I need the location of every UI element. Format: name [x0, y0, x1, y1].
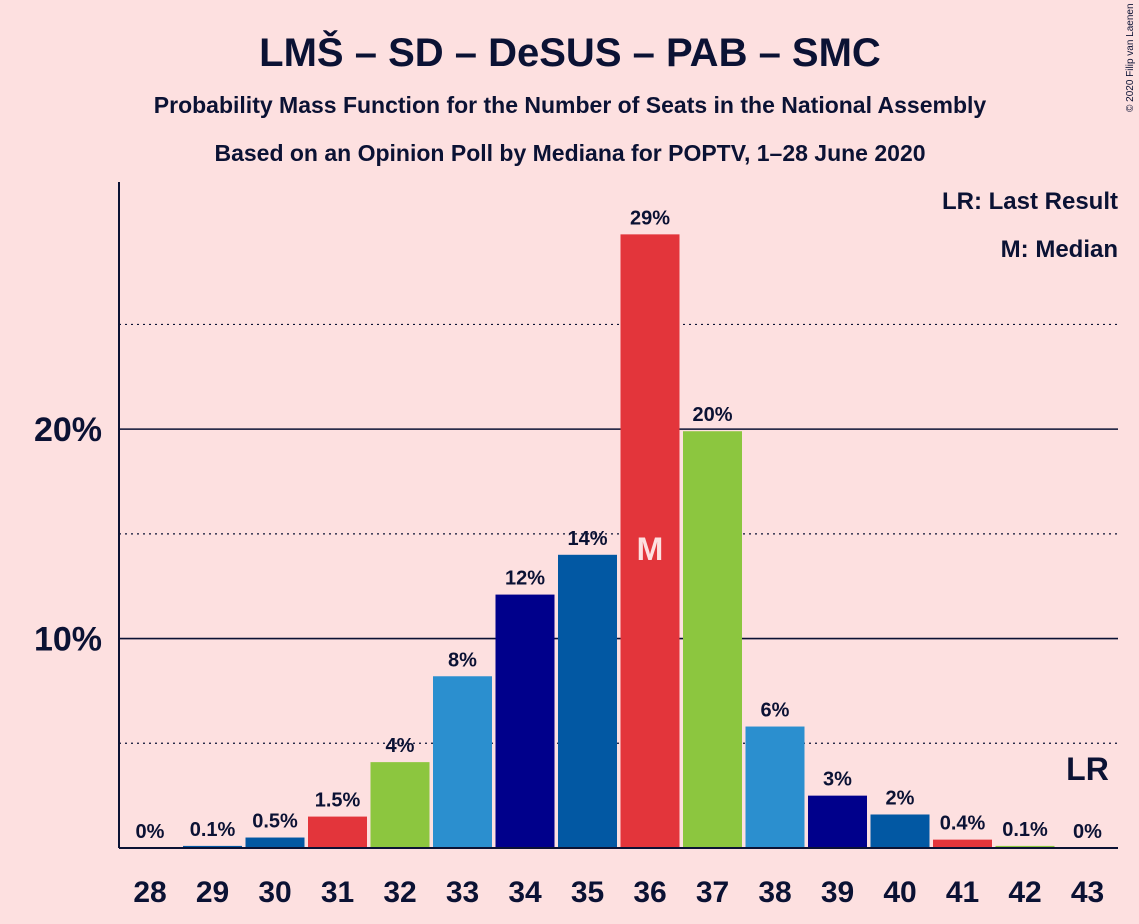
- x-tick-label: 34: [508, 876, 542, 909]
- chart-subtitle-1: Probability Mass Function for the Number…: [154, 92, 987, 118]
- bars: [183, 234, 1055, 848]
- x-tick-label: 28: [133, 876, 166, 909]
- data-label-seat-33: 8%: [448, 649, 477, 671]
- copyright-text: © 2020 Filip van Laenen: [1125, 3, 1136, 112]
- data-label-seat-30: 0.5%: [252, 811, 298, 833]
- median-marker: M: [637, 531, 664, 567]
- data-label-seat-39: 3%: [823, 769, 852, 791]
- bar-seat-33: [433, 676, 492, 848]
- data-label-seat-36: 29%: [630, 207, 670, 229]
- x-tick-label: 43: [1071, 876, 1104, 909]
- bar-seat-30: [245, 837, 305, 848]
- x-tick-label: 32: [383, 876, 416, 909]
- bar-seat-39: [808, 795, 867, 848]
- x-tick-label: 36: [633, 876, 666, 909]
- bar-seat-38: [745, 726, 805, 848]
- bar-seat-42: [995, 845, 1055, 848]
- x-tick-label: 42: [1008, 876, 1041, 909]
- data-label-seat-28: 0%: [136, 821, 165, 843]
- data-label-seat-35: 14%: [567, 528, 607, 550]
- bar-seat-32: [370, 762, 430, 848]
- x-tick-label: 29: [196, 876, 229, 909]
- data-label-seat-43: 0%: [1073, 821, 1102, 843]
- bar-seat-35: [558, 554, 617, 848]
- data-label-seat-41: 0.4%: [940, 813, 986, 835]
- legend-median: M: Median: [1001, 236, 1118, 263]
- data-label-seat-31: 1.5%: [315, 790, 361, 812]
- bar-seat-36: [620, 234, 680, 848]
- last-result-marker: LR: [1066, 751, 1109, 787]
- data-label-seat-42: 0.1%: [1002, 819, 1048, 841]
- x-tick-label: 31: [321, 876, 354, 909]
- x-tick-label: 30: [258, 876, 291, 909]
- data-label-seat-34: 12%: [505, 568, 545, 590]
- x-tick-label: 33: [446, 876, 479, 909]
- x-tick-label: 39: [821, 876, 854, 909]
- bar-seat-41: [933, 839, 992, 848]
- bar-seat-40: [870, 814, 930, 848]
- y-tick-label: 20%: [34, 411, 102, 449]
- legend-last-result: LR: Last Result: [942, 188, 1118, 215]
- bar-seat-31: [308, 816, 367, 848]
- y-tick-label: 10%: [34, 621, 102, 659]
- bar-seat-29: [183, 845, 242, 848]
- bar-seat-34: [495, 594, 555, 848]
- chart-subtitle-2: Based on an Opinion Poll by Mediana for …: [214, 140, 925, 166]
- x-tick-label: 40: [883, 876, 916, 909]
- data-label-seat-37: 20%: [692, 404, 732, 426]
- x-tick-label: 38: [758, 876, 791, 909]
- bar-seat-37: [683, 431, 742, 848]
- data-label-seat-29: 0.1%: [190, 819, 236, 841]
- grid-lines: 10% 20%: [34, 323, 1118, 744]
- data-label-seat-38: 6%: [761, 700, 790, 722]
- x-tick-label: 37: [696, 876, 729, 909]
- x-tick-label: 35: [571, 876, 604, 909]
- chart-title: LMŠ – SD – DeSUS – PAB – SMC: [259, 29, 881, 75]
- x-tick-label: 41: [946, 876, 979, 909]
- data-label-seat-32: 4%: [386, 735, 415, 757]
- data-labels: 0% 28 0.1% 29 0.5% 30 1.5% 31 4% 32 8% 33 12% 34 14% 35…: [133, 207, 1109, 909]
- axes: [118, 182, 1118, 849]
- data-label-seat-40: 2%: [886, 787, 915, 809]
